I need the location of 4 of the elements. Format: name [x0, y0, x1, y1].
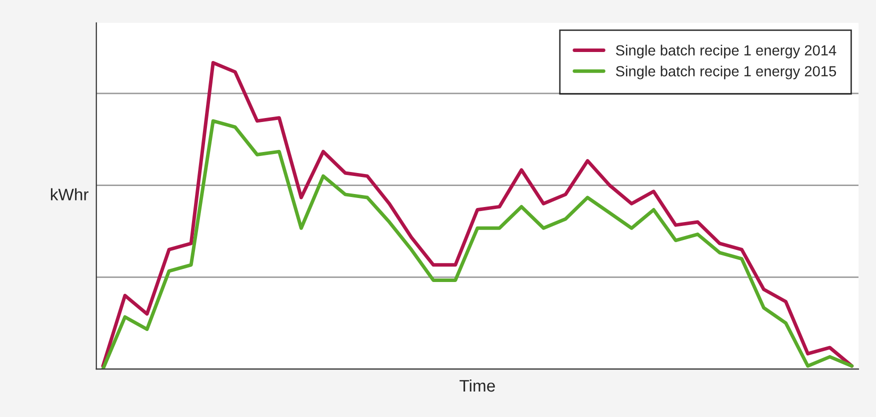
legend-label: Single batch recipe 1 energy 2014 — [616, 44, 836, 58]
legend-label: Single batch recipe 1 energy 2015 — [616, 66, 836, 80]
y-axis-title: kWhr — [50, 188, 88, 200]
x-axis-title: Time — [460, 379, 495, 392]
